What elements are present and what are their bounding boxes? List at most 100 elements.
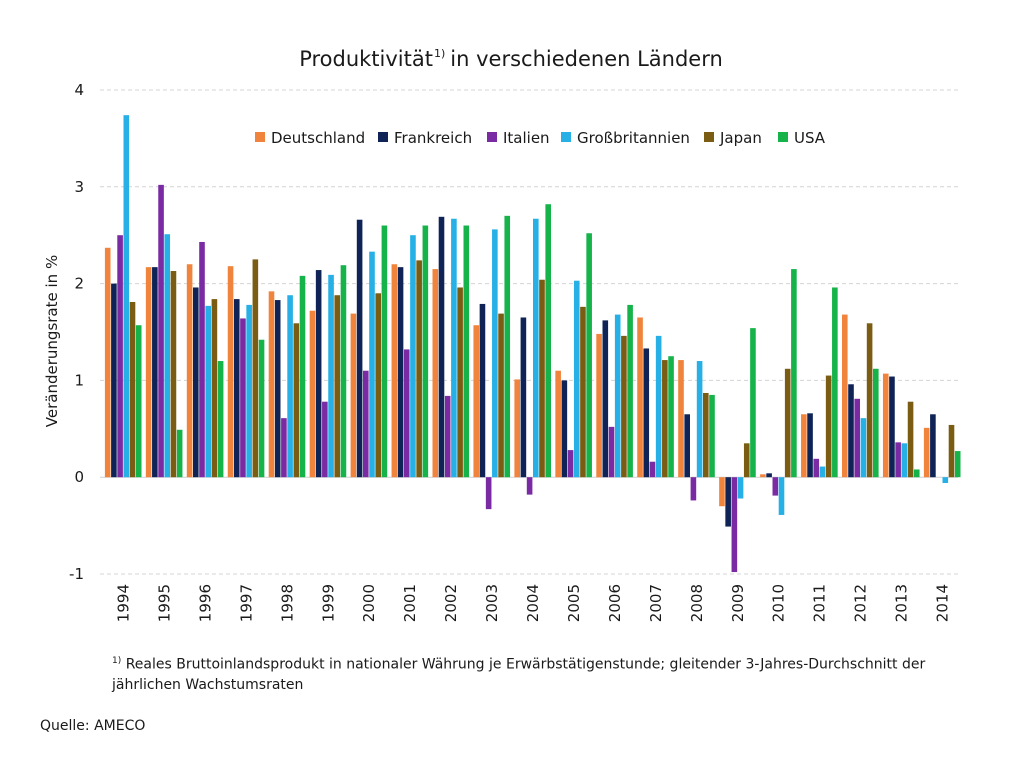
bar [725,477,731,527]
bar [533,218,539,478]
legend-label: Japan [719,129,762,147]
bar [350,313,357,478]
bar [696,361,703,478]
bar [504,215,511,478]
bar [649,461,656,478]
x-tick-label: 2011 [811,584,829,622]
bar [526,477,533,495]
bar [709,394,715,478]
bar [586,233,592,478]
bar [485,477,492,510]
legend-swatch [487,132,497,142]
x-axis-ticks: 1994 1995 1996 1997 1998 1999 2000 2001 2002 2003… [115,584,952,622]
legend-label: Deutschland [271,129,365,147]
bar [287,295,293,478]
bar [340,265,347,478]
bar [315,270,322,478]
bar [567,450,574,478]
legend-label: Frankreich [394,129,472,147]
bar [662,360,668,478]
x-tick-label: 1996 [196,584,214,622]
bar [766,473,772,478]
source-note: Quelle: AMECO [40,718,146,734]
bar [948,424,955,478]
x-tick-label: 1997 [237,584,255,622]
legend-swatch [704,132,714,142]
bar [363,370,369,478]
bar [438,216,445,478]
bar [403,349,410,478]
bar [268,291,275,478]
bar [123,115,130,478]
bar [145,267,152,478]
bar [678,360,684,478]
x-tick-label: 2009 [729,584,747,622]
bar [334,295,341,478]
x-tick-label: 2007 [647,584,665,622]
x-tick-label: 2013 [893,584,911,622]
bar [842,314,848,478]
x-tick-label: 2006 [606,584,624,622]
bar [895,442,901,478]
legend-swatch [778,132,788,142]
y-tick-label: 1 [74,371,84,389]
bar [258,339,265,478]
footnote: 1) Reales Bruttoinlandsprodukt in nation… [112,651,984,695]
bar [602,320,609,478]
x-tick-label: 2000 [360,584,378,622]
bar [627,304,633,478]
bar [760,474,766,478]
bar [819,466,826,478]
bars [104,115,961,573]
bar [397,267,404,478]
x-tick-label: 2001 [401,584,419,622]
bar [479,303,486,478]
bar [117,235,123,478]
bar [193,287,199,478]
x-tick-label: 2008 [688,584,706,622]
bar [281,418,287,478]
bar [772,477,779,496]
y-axis-label: Veränderungsrate in % [43,255,61,427]
bar [608,426,615,478]
bar [416,260,422,478]
y-tick-label: 3 [74,178,84,196]
bar [791,269,797,478]
bar [309,310,316,478]
bar [668,356,674,478]
chart-title-superscript: 1) [434,47,445,60]
bar [463,225,470,478]
bar [655,335,662,478]
bar [299,275,306,478]
bar [743,443,750,478]
bar [825,375,832,478]
x-tick-label: 2005 [565,584,583,622]
bar [176,429,183,478]
bar [784,368,791,478]
bar [217,361,224,478]
bar [813,458,820,478]
bar [882,373,889,478]
bar [832,287,838,478]
bar [930,414,936,478]
bar [410,235,416,478]
bar [104,247,111,478]
bar [942,477,949,484]
legend-label: Italien [503,129,550,147]
bar [293,323,300,478]
bar [356,219,363,478]
bar [432,269,439,478]
bar [233,299,240,478]
bar [492,229,498,478]
bar [381,225,388,478]
bar [211,299,218,478]
bar [164,234,171,478]
bar [719,477,725,507]
bar [848,384,854,478]
bar [901,443,908,478]
bar [737,477,744,499]
bar [596,333,602,478]
bar [778,477,785,515]
legend-swatch [255,132,265,142]
bar [923,427,930,478]
